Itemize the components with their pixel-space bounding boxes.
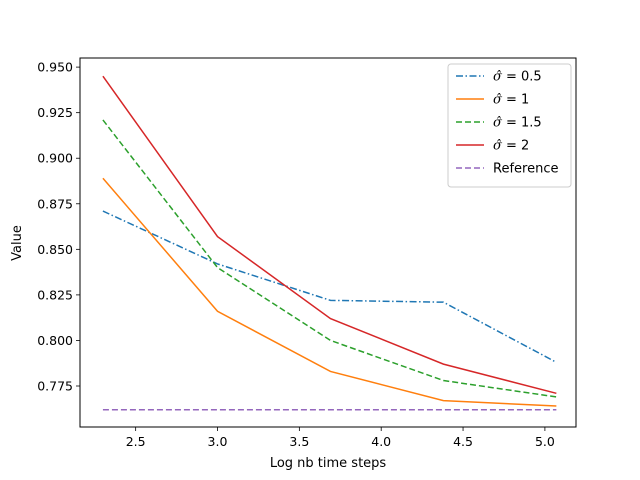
y-tick-label: 0.825: [37, 287, 73, 302]
y-tick-label: 0.900: [37, 151, 73, 166]
x-tick-label: 3.0: [208, 434, 228, 449]
y-tick-label: 0.850: [37, 242, 73, 257]
x-tick-label: 4.0: [371, 434, 391, 449]
y-tick-label: 0.775: [37, 379, 73, 394]
x-axis-label: Log nb time steps: [270, 456, 387, 471]
x-tick-label: 5.0: [535, 434, 555, 449]
legend-entry: σ̂ = 1: [493, 93, 529, 108]
series-line-1: [102, 210, 557, 363]
y-tick-label: 0.875: [37, 196, 73, 211]
legend-entry: σ̂ = 2: [493, 139, 529, 154]
series-layer: [102, 75, 557, 411]
legend-entry: σ̂ = 1.5: [493, 116, 542, 131]
y-tick-label: 0.925: [37, 105, 73, 120]
series-line-3: [102, 119, 557, 398]
legend-frame: [447, 63, 572, 188]
x-axis: 2.5 3.0 3.5 4.0 4.5 5.0: [126, 427, 555, 449]
legend-entry: σ̂ = 0.5: [493, 70, 542, 85]
series-line-4: [102, 75, 557, 395]
plot-area-frame: [79, 57, 577, 428]
y-axis: 0.775 0.800 0.825 0.850 0.875 0.900 0.925 0.950: [37, 60, 80, 394]
y-tick-label: 0.950: [37, 60, 73, 75]
x-tick-label: 2.5: [126, 434, 146, 449]
legend: σ̂ = 0.5 σ̂ = 1 σ̂ = 1.5 σ̂ = 2 Reference: [447, 63, 572, 188]
y-axis-label: Value: [10, 225, 25, 261]
series-line-2: [102, 177, 557, 407]
x-tick-label: 4.5: [453, 434, 473, 449]
legend-entry: Reference: [493, 162, 558, 177]
x-tick-label: 3.5: [289, 434, 309, 449]
y-tick-label: 0.800: [37, 333, 73, 348]
